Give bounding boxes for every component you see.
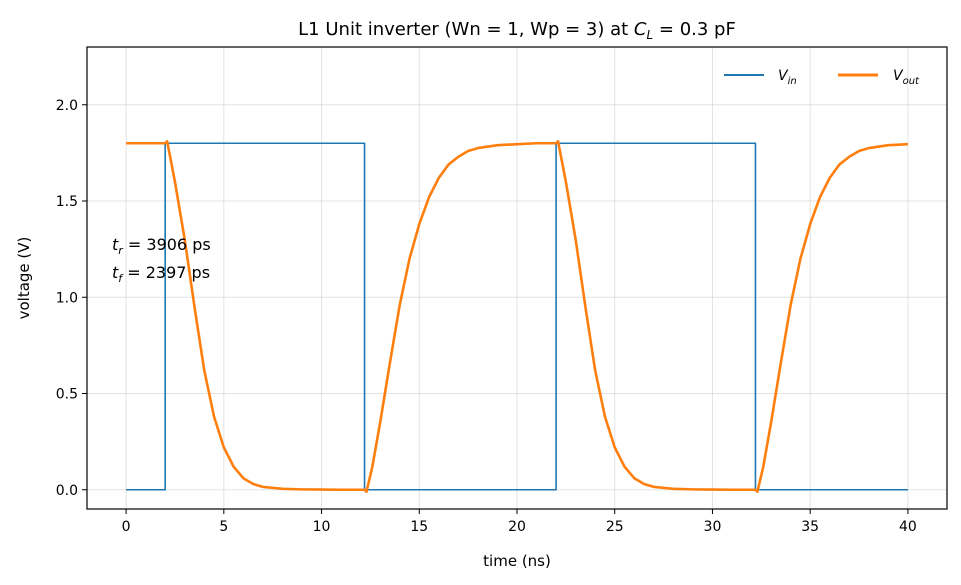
legend: Vin Vout [724,68,920,87]
x-tick-label: 20 [508,519,526,535]
y-tick-label: 0.0 [56,483,78,499]
x-tick-label: 35 [801,519,819,535]
rise-time-annotation: tr = 3906 ps [112,235,211,257]
y-axis: 0.0 0.5 1.0 1.5 2.0 [56,98,87,499]
y-tick-label: 0.5 [56,387,78,403]
x-tick-label: 10 [313,519,331,535]
y-axis-label: voltage (V) [15,237,33,320]
legend-label-vin: Vin [778,68,797,87]
y-tick-label: 2.0 [56,98,78,114]
fall-time-annotation: tf = 2397 ps [112,263,210,285]
grid [87,47,947,509]
legend-label-vout: Vout [893,68,920,87]
x-tick-label: 40 [899,519,917,535]
series-line-vout [126,140,908,493]
x-tick-label: 0 [122,519,131,535]
x-tick-label: 5 [219,519,228,535]
y-tick-label: 1.5 [56,194,78,210]
series-line-vin [126,142,908,491]
series-layer [126,140,908,493]
x-tick-label: 25 [606,519,624,535]
y-tick-label: 1.0 [56,290,78,306]
x-tick-label: 30 [704,519,722,535]
chart-title: L1 Unit inverter (Wn = 1, Wp = 3) at CL … [298,19,736,42]
x-tick-label: 15 [410,519,428,535]
x-axis: 0 5 10 15 20 25 30 35 40 [122,509,917,535]
x-axis-label: time (ns) [483,552,551,570]
